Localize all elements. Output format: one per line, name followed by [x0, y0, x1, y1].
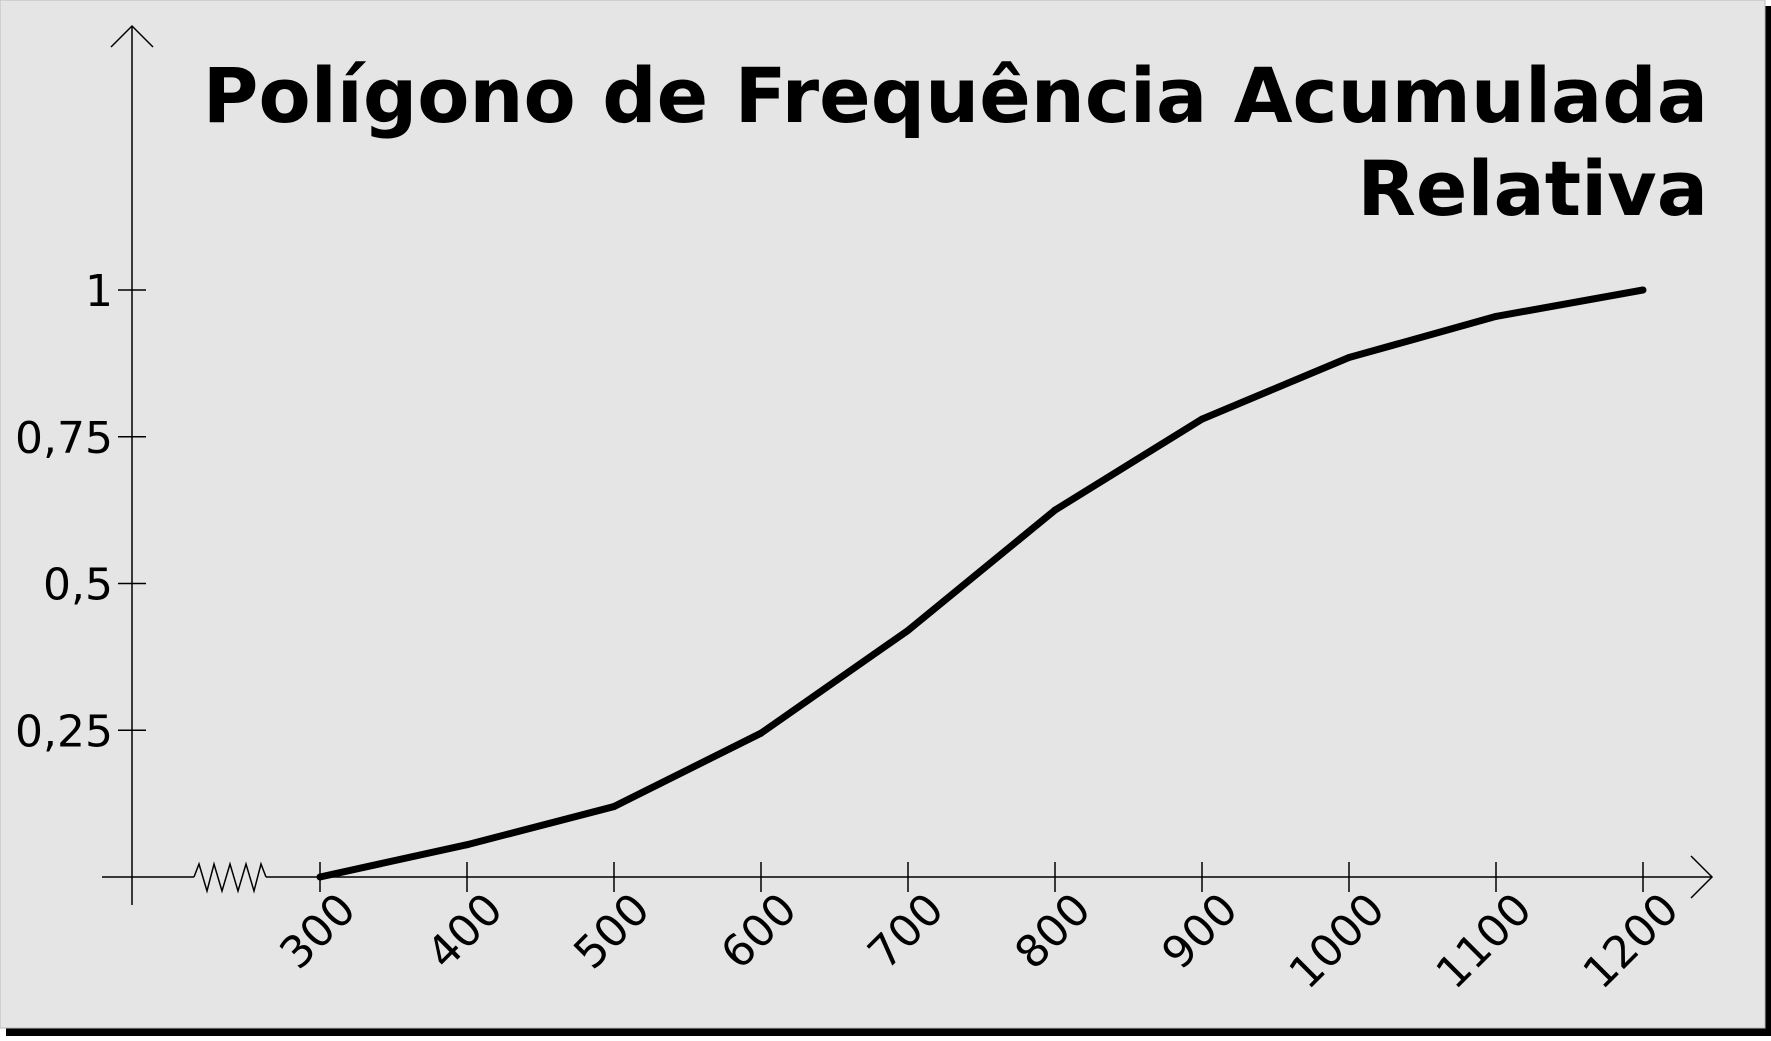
data-point [610, 803, 618, 811]
chart-subtitle: Relativa [1357, 144, 1708, 233]
chart-title: Polígono de Frequência Acumulada [203, 51, 1708, 140]
data-point [1639, 286, 1647, 294]
x-axis-break-zigzag [193, 861, 267, 894]
y-ticks: 0,25 0,5 0,75 1 [15, 266, 146, 757]
y-tick-label: 1 [85, 266, 113, 317]
y-tick-label: 0,5 [43, 560, 113, 611]
data-point [757, 729, 765, 737]
data-point [316, 873, 324, 881]
series-line [319, 286, 1644, 881]
data-point [1345, 354, 1353, 362]
y-tick-label: 0,75 [15, 413, 113, 464]
x-axis [102, 855, 1714, 899]
data-point [1198, 415, 1206, 423]
y-axis-arrow [110, 24, 154, 48]
x-axis-arrow [1690, 855, 1714, 899]
data-point [463, 841, 471, 849]
y-axis [110, 24, 154, 905]
data-point [1051, 506, 1059, 514]
series-layer [316, 286, 1647, 881]
y-tick-label: 0,25 [15, 706, 113, 757]
data-point [904, 626, 912, 634]
data-point [1492, 312, 1500, 320]
